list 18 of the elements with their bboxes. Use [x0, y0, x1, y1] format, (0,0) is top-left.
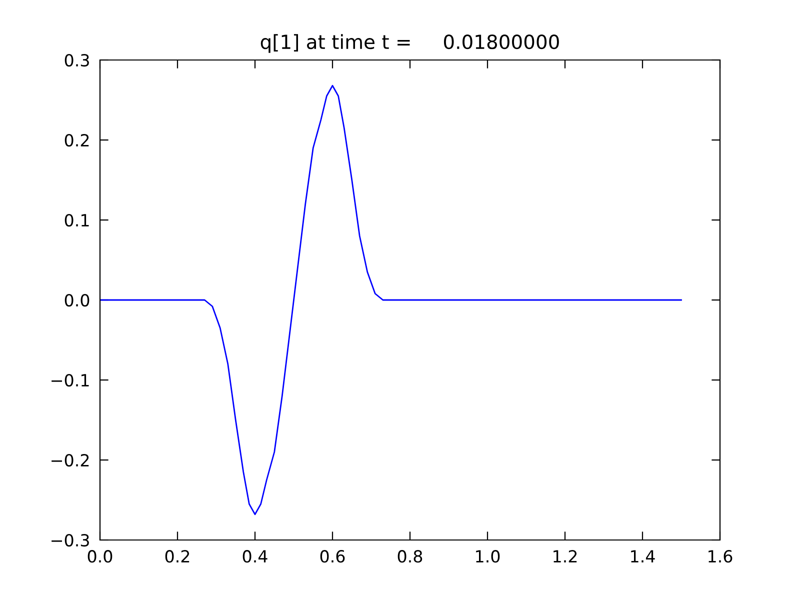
y-tick-label: 0.3 [64, 54, 89, 67]
x-tick-label: 1.4 [631, 550, 655, 562]
x-tick-label: 0.2 [165, 550, 190, 563]
y-tick-label: −0.1 [52, 374, 89, 387]
x-tick-label: 0.4 [242, 550, 268, 563]
x-tick-label: 0.8 [398, 550, 422, 563]
y-tick-label: 0.1 [64, 214, 89, 227]
y-tick-label: −0.3 [52, 534, 89, 547]
line-series [100, 84, 682, 516]
y-tick-label: 0.2 [64, 134, 89, 147]
x-tick-label: 0.0 [88, 550, 112, 563]
x-tick-label: 1.2 [554, 550, 577, 562]
x-tick-label: 1.6 [708, 550, 732, 563]
x-tick-label: 0.6 [320, 550, 345, 563]
x-tick-label: 1.0 [476, 550, 500, 563]
y-tick-label: 0.0 [64, 294, 90, 307]
y-tick-label: −0.2 [52, 454, 89, 467]
chart-title: q[1] at time t = 0.01800000 [260, 34, 559, 53]
